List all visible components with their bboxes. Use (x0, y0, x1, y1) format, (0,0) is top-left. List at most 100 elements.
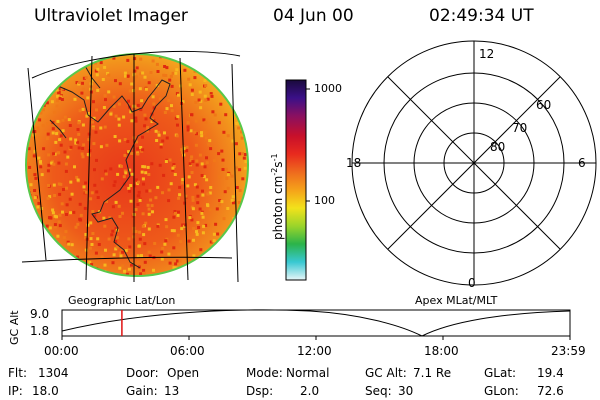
image-speckle (27, 262, 31, 265)
image-speckle (155, 62, 159, 66)
image-speckle (160, 257, 164, 261)
image-speckle (208, 191, 212, 195)
image-speckle (226, 134, 230, 138)
gain-value: 13 (164, 384, 180, 398)
image-speckle (198, 153, 202, 157)
image-speckle (54, 140, 58, 144)
image-speckle (150, 162, 154, 166)
image-speckle (168, 158, 172, 162)
image-speckle (201, 189, 204, 193)
image-speckle (136, 147, 140, 151)
image-speckle (200, 273, 204, 275)
image-speckle (138, 237, 142, 241)
image-speckle (54, 80, 58, 84)
image-speckle (177, 196, 181, 200)
image-speckle (38, 261, 41, 265)
image-speckle (117, 123, 121, 127)
image-speckle (195, 60, 198, 64)
lat-label-80: 80 (490, 140, 506, 154)
image-speckle (46, 132, 50, 136)
image-speckle (207, 142, 211, 146)
image-speckle (228, 84, 232, 88)
image-speckle (86, 112, 90, 115)
image-speckle (150, 120, 154, 123)
image-speckle (172, 246, 176, 250)
image-speckle (188, 162, 192, 166)
image-speckle (55, 57, 58, 61)
image-speckle (124, 171, 128, 175)
image-speckle (101, 78, 105, 81)
image-speckle (143, 75, 147, 79)
image-speckle (91, 210, 95, 213)
image-speckle (140, 170, 144, 174)
image-speckle (91, 232, 95, 235)
image-speckle (204, 98, 208, 102)
image-speckle (64, 230, 68, 234)
image-speckle (31, 95, 34, 99)
altitude-curve (61, 309, 571, 337)
image-speckle (83, 206, 87, 210)
image-speckle (33, 135, 37, 139)
image-speckle (37, 156, 41, 160)
image-speckle (130, 263, 133, 267)
image-speckle (109, 167, 113, 171)
image-speckle (219, 102, 223, 106)
image-speckle (238, 247, 242, 251)
image-speckle (74, 138, 78, 142)
image-speckle (133, 57, 137, 61)
image-speckle (148, 189, 152, 193)
image-speckle (149, 198, 153, 202)
image-speckle (68, 249, 72, 253)
image-speckle (155, 139, 159, 142)
image-speckle (150, 204, 154, 208)
image-speckle (112, 56, 116, 60)
image-speckle (96, 67, 100, 71)
image-speckle (203, 79, 207, 82)
image-speckle (43, 56, 47, 60)
image-speckle (42, 85, 46, 89)
image-speckle (174, 71, 178, 75)
image-speckle (206, 204, 210, 208)
image-speckle (70, 192, 74, 196)
image-speckle (190, 171, 194, 174)
image-speckle (134, 116, 138, 120)
image-speckle (58, 213, 62, 217)
image-speckle (84, 248, 88, 252)
image-speckle (38, 248, 42, 252)
image-speckle (134, 230, 138, 234)
image-speckle (128, 189, 132, 193)
image-speckle (127, 150, 131, 154)
unit-photon: photon cm (271, 175, 285, 240)
image-speckle (51, 131, 55, 135)
image-speckle (57, 161, 61, 165)
image-speckle (111, 261, 115, 265)
image-speckle (228, 97, 232, 101)
gc-alt-axis-label: GC Alt (8, 310, 21, 345)
image-speckle (170, 104, 173, 108)
image-speckle (181, 100, 185, 104)
image-speckle (134, 178, 138, 182)
image-speckle (92, 142, 96, 146)
image-speckle (149, 71, 153, 74)
unit-s: s (271, 161, 285, 168)
image-speckle (175, 92, 179, 96)
image-speckle (224, 113, 228, 117)
image-speckle (158, 163, 162, 167)
image-speckle (141, 212, 145, 216)
image-speckle (114, 240, 118, 243)
image-speckle (216, 74, 220, 78)
time-label: 02:49:34 UT (429, 6, 534, 26)
image-speckle (104, 98, 107, 102)
image-speckle (221, 158, 225, 162)
image-speckle (103, 94, 107, 98)
image-speckle (78, 109, 82, 113)
image-speckle (180, 181, 184, 185)
image-speckle (99, 145, 103, 149)
image-speckle (141, 177, 145, 181)
image-speckle (39, 165, 43, 169)
image-speckle (203, 132, 207, 136)
image-speckle (151, 95, 155, 99)
image-speckle (168, 261, 172, 265)
image-speckle (244, 199, 247, 203)
image-speckle (123, 138, 127, 141)
